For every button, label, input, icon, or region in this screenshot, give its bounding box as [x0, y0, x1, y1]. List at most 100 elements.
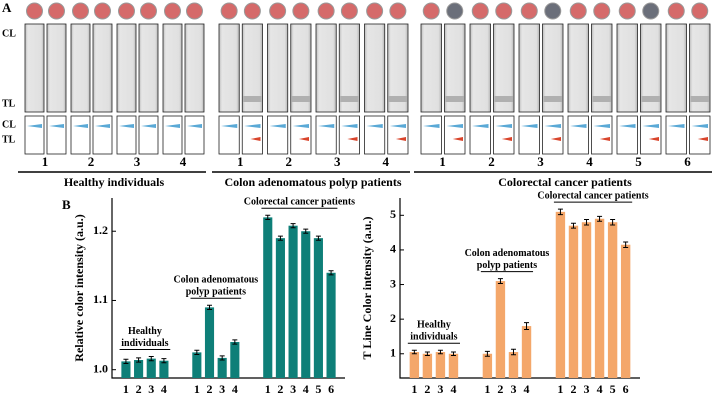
bar	[435, 352, 446, 378]
test-line	[543, 96, 562, 102]
sample-number: 3	[334, 154, 341, 169]
cl-peak	[495, 124, 512, 128]
profile-box	[162, 115, 183, 155]
test-strip	[116, 23, 137, 113]
test-strip	[218, 23, 240, 113]
error-bar	[450, 351, 456, 356]
sample-well	[569, 2, 587, 20]
sample-well	[118, 2, 135, 20]
sample-well	[140, 2, 157, 20]
bar	[275, 238, 285, 378]
test-strip	[290, 23, 312, 113]
cl-peak	[165, 124, 180, 128]
group-annotation: polyp patients	[186, 287, 246, 298]
bar	[146, 358, 156, 378]
cl-peak	[318, 124, 335, 128]
profile-box	[218, 115, 240, 155]
sample-well	[593, 2, 611, 20]
sample-well	[340, 2, 358, 20]
y-tick-label: 2	[390, 311, 396, 325]
sample-well	[317, 2, 335, 20]
y-tick-label: 3	[390, 276, 396, 290]
cl-peak	[141, 124, 156, 128]
cl-peak	[472, 124, 489, 128]
sample-number: 2	[286, 154, 293, 169]
group-annotation: individuals	[121, 338, 168, 349]
profile-box	[689, 115, 711, 155]
cl-peak	[668, 124, 685, 128]
test-line	[641, 96, 660, 102]
sample-well	[446, 2, 464, 20]
sample-number: 2	[88, 154, 95, 169]
sample-well	[26, 2, 43, 20]
group-annotation: Colorectal cancer patients	[244, 197, 355, 208]
x-tick-label: 1	[194, 382, 200, 396]
sample-well	[72, 2, 89, 20]
tl-peak	[648, 137, 659, 141]
test-strip	[162, 23, 183, 113]
test-strip	[315, 23, 337, 113]
x-tick-label: 1	[265, 382, 271, 396]
profile-box	[640, 115, 662, 155]
test-strip	[184, 23, 205, 113]
cl-peak	[691, 124, 708, 128]
test-strip	[387, 23, 409, 113]
test-strip	[70, 23, 91, 113]
y-tick-label: 1.0	[93, 361, 108, 375]
bar	[263, 217, 273, 378]
error-bar	[303, 228, 309, 234]
error-bar	[290, 223, 296, 229]
cl-peak	[389, 124, 406, 128]
profile-box	[315, 115, 337, 155]
test-strip	[92, 23, 113, 113]
cl-peak	[27, 124, 42, 128]
profile-tl-label: TL	[2, 134, 16, 145]
x-tick-label: 3	[510, 382, 516, 396]
y-tick-label: 1.1	[93, 292, 108, 306]
tl-peak	[250, 137, 261, 141]
x-tick-label: 5	[610, 382, 616, 396]
error-bar	[484, 350, 490, 357]
bar	[230, 342, 240, 378]
x-tick-label: 6	[623, 382, 629, 396]
cl-peak	[366, 124, 383, 128]
test-strip	[338, 23, 360, 113]
bar	[217, 357, 227, 378]
profile-box	[267, 115, 289, 155]
test-line	[445, 96, 464, 102]
x-tick-label: 3	[584, 382, 590, 396]
profile-box	[290, 115, 312, 155]
bar	[495, 281, 506, 378]
profile-box	[70, 115, 91, 155]
profile-box	[420, 115, 442, 155]
test-strip	[567, 23, 589, 113]
sample-well	[220, 2, 238, 20]
cl-peak	[642, 124, 659, 128]
error-bar	[194, 349, 200, 355]
strip-tl-label: TL	[2, 98, 16, 109]
test-strip	[616, 23, 638, 113]
test-line	[291, 96, 310, 102]
sample-number: 3	[537, 154, 544, 169]
strip-cl-label: CL	[2, 28, 16, 39]
bar	[288, 225, 298, 378]
cl-peak	[292, 124, 309, 128]
tl-peak	[697, 137, 708, 141]
test-strip	[469, 23, 491, 113]
sample-number: 4	[586, 154, 593, 169]
cl-peak	[73, 124, 88, 128]
cl-peak	[269, 124, 286, 128]
profile-box	[542, 115, 564, 155]
x-tick-label: 6	[328, 382, 334, 396]
error-bar	[584, 218, 590, 226]
tl-peak	[599, 137, 610, 141]
tl-peak	[501, 137, 512, 141]
test-line	[494, 96, 513, 102]
sample-well	[366, 2, 384, 20]
profile-box	[92, 115, 113, 155]
test-strip	[518, 23, 540, 113]
test-line	[388, 96, 407, 102]
x-tick-label: 1	[557, 382, 563, 396]
test-strip	[542, 23, 564, 113]
y-tick-label: 4	[390, 242, 396, 256]
